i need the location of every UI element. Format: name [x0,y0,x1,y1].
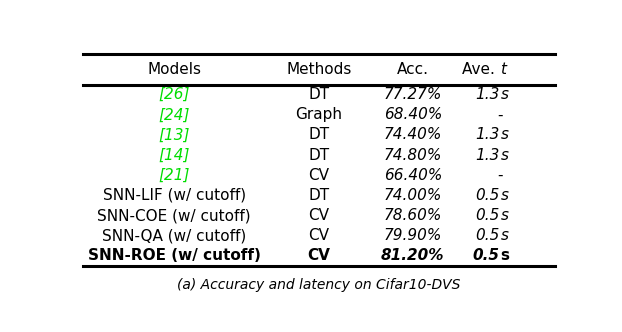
Text: $\mathbf{s}$: $\mathbf{s}$ [499,248,510,264]
Text: CV: CV [307,248,330,264]
Text: 74.80%: 74.80% [384,148,442,163]
Text: $s$: $s$ [499,127,509,142]
Text: 66.40%: 66.40% [384,168,442,183]
Text: CV: CV [309,208,329,223]
Text: SNN-LIF (w/ cutoff): SNN-LIF (w/ cutoff) [103,188,246,203]
Text: CV: CV [309,228,329,243]
Text: [26]: [26] [159,87,190,102]
Text: $s$: $s$ [499,228,509,243]
Text: SNN-COE (w/ cutoff): SNN-COE (w/ cutoff) [98,208,251,223]
Text: 0.5: 0.5 [475,228,499,243]
Text: $s$: $s$ [499,208,509,223]
Text: $s$: $s$ [499,87,509,102]
Text: 1.3: 1.3 [475,127,499,142]
Text: 0.5: 0.5 [475,188,499,203]
Text: 1.3: 1.3 [475,87,499,102]
Text: SNN-ROE (w/ cutoff): SNN-ROE (w/ cutoff) [88,248,261,264]
Text: [21]: [21] [159,168,190,183]
Text: 79.90%: 79.90% [384,228,442,243]
Text: -: - [497,168,503,183]
Text: Graph: Graph [295,107,342,122]
Text: 77.27%: 77.27% [384,87,442,102]
Text: Acc.: Acc. [397,62,429,77]
Text: 74.00%: 74.00% [384,188,442,203]
Text: 1.3: 1.3 [475,148,499,163]
Text: SNN-QA (w/ cutoff): SNN-QA (w/ cutoff) [102,228,246,243]
Text: DT: DT [309,87,329,102]
Text: [24]: [24] [159,107,190,122]
Text: $s$: $s$ [499,148,509,163]
Text: CV: CV [309,168,329,183]
Text: -: - [497,107,503,122]
Text: Models: Models [147,62,201,77]
Text: $t$: $t$ [499,61,508,77]
Text: DT: DT [309,188,329,203]
Text: 78.60%: 78.60% [384,208,442,223]
Text: 81.20%: 81.20% [381,248,445,264]
Text: 0.5: 0.5 [473,248,499,264]
Text: DT: DT [309,127,329,142]
Text: DT: DT [309,148,329,163]
Text: Ave.: Ave. [462,62,499,77]
Text: Methods: Methods [286,62,351,77]
Text: [13]: [13] [159,127,190,142]
Text: $s$: $s$ [499,188,509,203]
Text: 74.40%: 74.40% [384,127,442,142]
Text: 68.40%: 68.40% [384,107,442,122]
Text: [14]: [14] [159,148,190,163]
Text: 0.5: 0.5 [475,208,499,223]
Text: (a) Accuracy and latency on Cifar10-DVS: (a) Accuracy and latency on Cifar10-DVS [177,278,460,292]
